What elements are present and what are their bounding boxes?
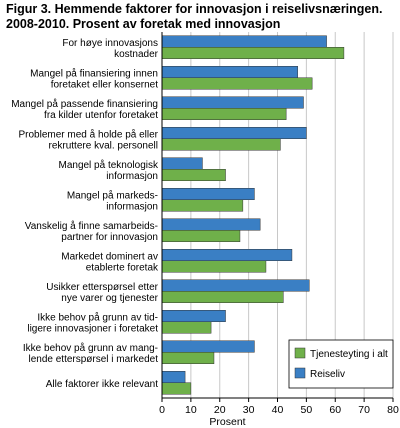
x-tick-label-2: 20 [214, 404, 226, 416]
category-label-7: Markedet dominert av etablerte foretak [61, 251, 159, 273]
bar-tjenesteyting-2 [161, 108, 287, 120]
x-tick-label-5: 50 [301, 404, 313, 416]
bar-tjenesteyting-1 [161, 77, 313, 90]
category-label-1-line-0: Mangel på finansiering innen [30, 67, 158, 79]
legend-swatch-1 [294, 367, 306, 379]
category-label-9: Ikke behov på grunn av tid-ligere innova… [27, 311, 158, 334]
category-label-2-line-0: Mangel på passende finansiering [11, 98, 158, 110]
category-label-8-line-1: nye varer og tjenester [61, 293, 158, 304]
category-label-9-line-0: Ikke behov på grunn av tid- [37, 311, 158, 323]
x-tick-label-7: 70 [358, 404, 370, 416]
category-label-5-line-0: Mangel på markeds- [67, 189, 158, 201]
category-label-7-line-1: etablerte foretak [86, 262, 159, 273]
chart-title-line-2: 2008-2010. Prosent av foretak med innova… [6, 17, 281, 31]
category-label-1: Mangel på finansiering innen foretaket el… [30, 67, 158, 90]
category-label-3-line-0: Problemer med å holde på eller [18, 128, 158, 140]
bar-reiseliv-9 [161, 310, 226, 322]
category-label-4: Mangel på teknologisk informasjon [58, 159, 159, 182]
category-label-3-line-1: rekruttere kval. personell [49, 140, 159, 151]
bar-tjenesteyting-9 [161, 321, 212, 334]
bar-reiseliv-3 [161, 127, 307, 139]
category-label-0-line-0: For høye innovasjons [62, 38, 158, 49]
bar-tjenesteyting-0 [161, 47, 345, 59]
category-label-8: Usikker etterspørsel etter nye varer og t… [46, 282, 158, 304]
category-label-6-line-0: Vanskelig å finne samarbeids- [25, 220, 158, 232]
category-label-0-line-1: kostnader [114, 49, 159, 60]
bar-tjenesteyting-11 [161, 382, 192, 395]
x-tick-label-6: 60 [329, 404, 341, 416]
category-label-11-line-0: Alle faktorer ikke relevant [46, 379, 158, 390]
category-label-6: Vanskelig å finne samarbeids-partner for… [25, 220, 158, 243]
bar-tjenesteyting-10 [161, 352, 215, 364]
legend-label-1: Reiseliv [310, 369, 345, 380]
legend-label-0: Tjenesteyting i alt [310, 349, 388, 360]
bar-reiseliv-11 [161, 371, 186, 383]
category-label-10: Ikke behov på grunn av mang-lende etters… [23, 342, 158, 365]
category-label-2: Mangel på passende finansiering fra kilde… [11, 98, 158, 121]
category-label-4-line-1: informasjon [106, 171, 158, 182]
bar-reiseliv-1 [161, 66, 298, 78]
category-label-4-line-0: Mangel på teknologisk [58, 159, 159, 171]
category-label-8-line-0: Usikker etterspørsel etter [46, 282, 158, 293]
category-label-10-line-1: lende etterspørsel i markedet [28, 354, 158, 365]
bar-tjenesteyting-3 [161, 138, 281, 151]
category-label-3: Problemer med å holde på eller rekruttere… [18, 128, 158, 151]
category-label-2-line-1: fra kilder utenfor foretaket [44, 110, 158, 121]
category-label-0: For høye innovasjons kostnader [62, 38, 158, 60]
category-label-1-line-1: foretaket eller konsernet [51, 79, 159, 90]
bar-tjenesteyting-5 [161, 199, 244, 212]
bar-reiseliv-2 [161, 96, 304, 109]
chart-title-line-1: Figur 3. Hemmende faktorer for innovasjo… [6, 2, 383, 16]
category-label-11: Alle faktorer ikke relevant [46, 379, 158, 390]
x-tick-label-4: 40 [272, 404, 284, 416]
bar-tjenesteyting-8 [161, 291, 284, 303]
category-label-10-line-0: Ikke behov på grunn av mang- [23, 342, 158, 354]
x-tick-label-8: 80 [387, 404, 399, 416]
category-label-9-line-1: ligere innovasjoner i foretaket [27, 323, 158, 334]
bar-reiseliv-6 [161, 218, 261, 231]
x-tick-label-1: 10 [185, 404, 197, 416]
bar-reiseliv-8 [161, 279, 310, 292]
bar-reiseliv-0 [161, 35, 327, 48]
bar-tjenesteyting-6 [161, 230, 241, 242]
category-label-6-line-1: partner for innovasjon [61, 232, 158, 243]
x-tick-label-0: 0 [159, 404, 165, 416]
bar-reiseliv-10 [161, 340, 255, 353]
legend-box [288, 339, 394, 389]
bar-reiseliv-5 [161, 188, 255, 200]
bar-reiseliv-4 [161, 157, 203, 170]
x-tick-label-3: 30 [243, 404, 255, 416]
bar-tjenesteyting-4 [161, 169, 226, 181]
legend-swatch-0 [294, 347, 306, 359]
category-label-5: Mangel på markeds-informasjon [67, 189, 158, 212]
bar-tjenesteyting-7 [161, 260, 267, 273]
x-axis-label: Prosent [209, 416, 245, 428]
category-label-5-line-1: informasjon [106, 201, 158, 212]
category-label-7-line-0: Markedet dominert av [61, 251, 158, 262]
bar-reiseliv-7 [161, 249, 293, 261]
